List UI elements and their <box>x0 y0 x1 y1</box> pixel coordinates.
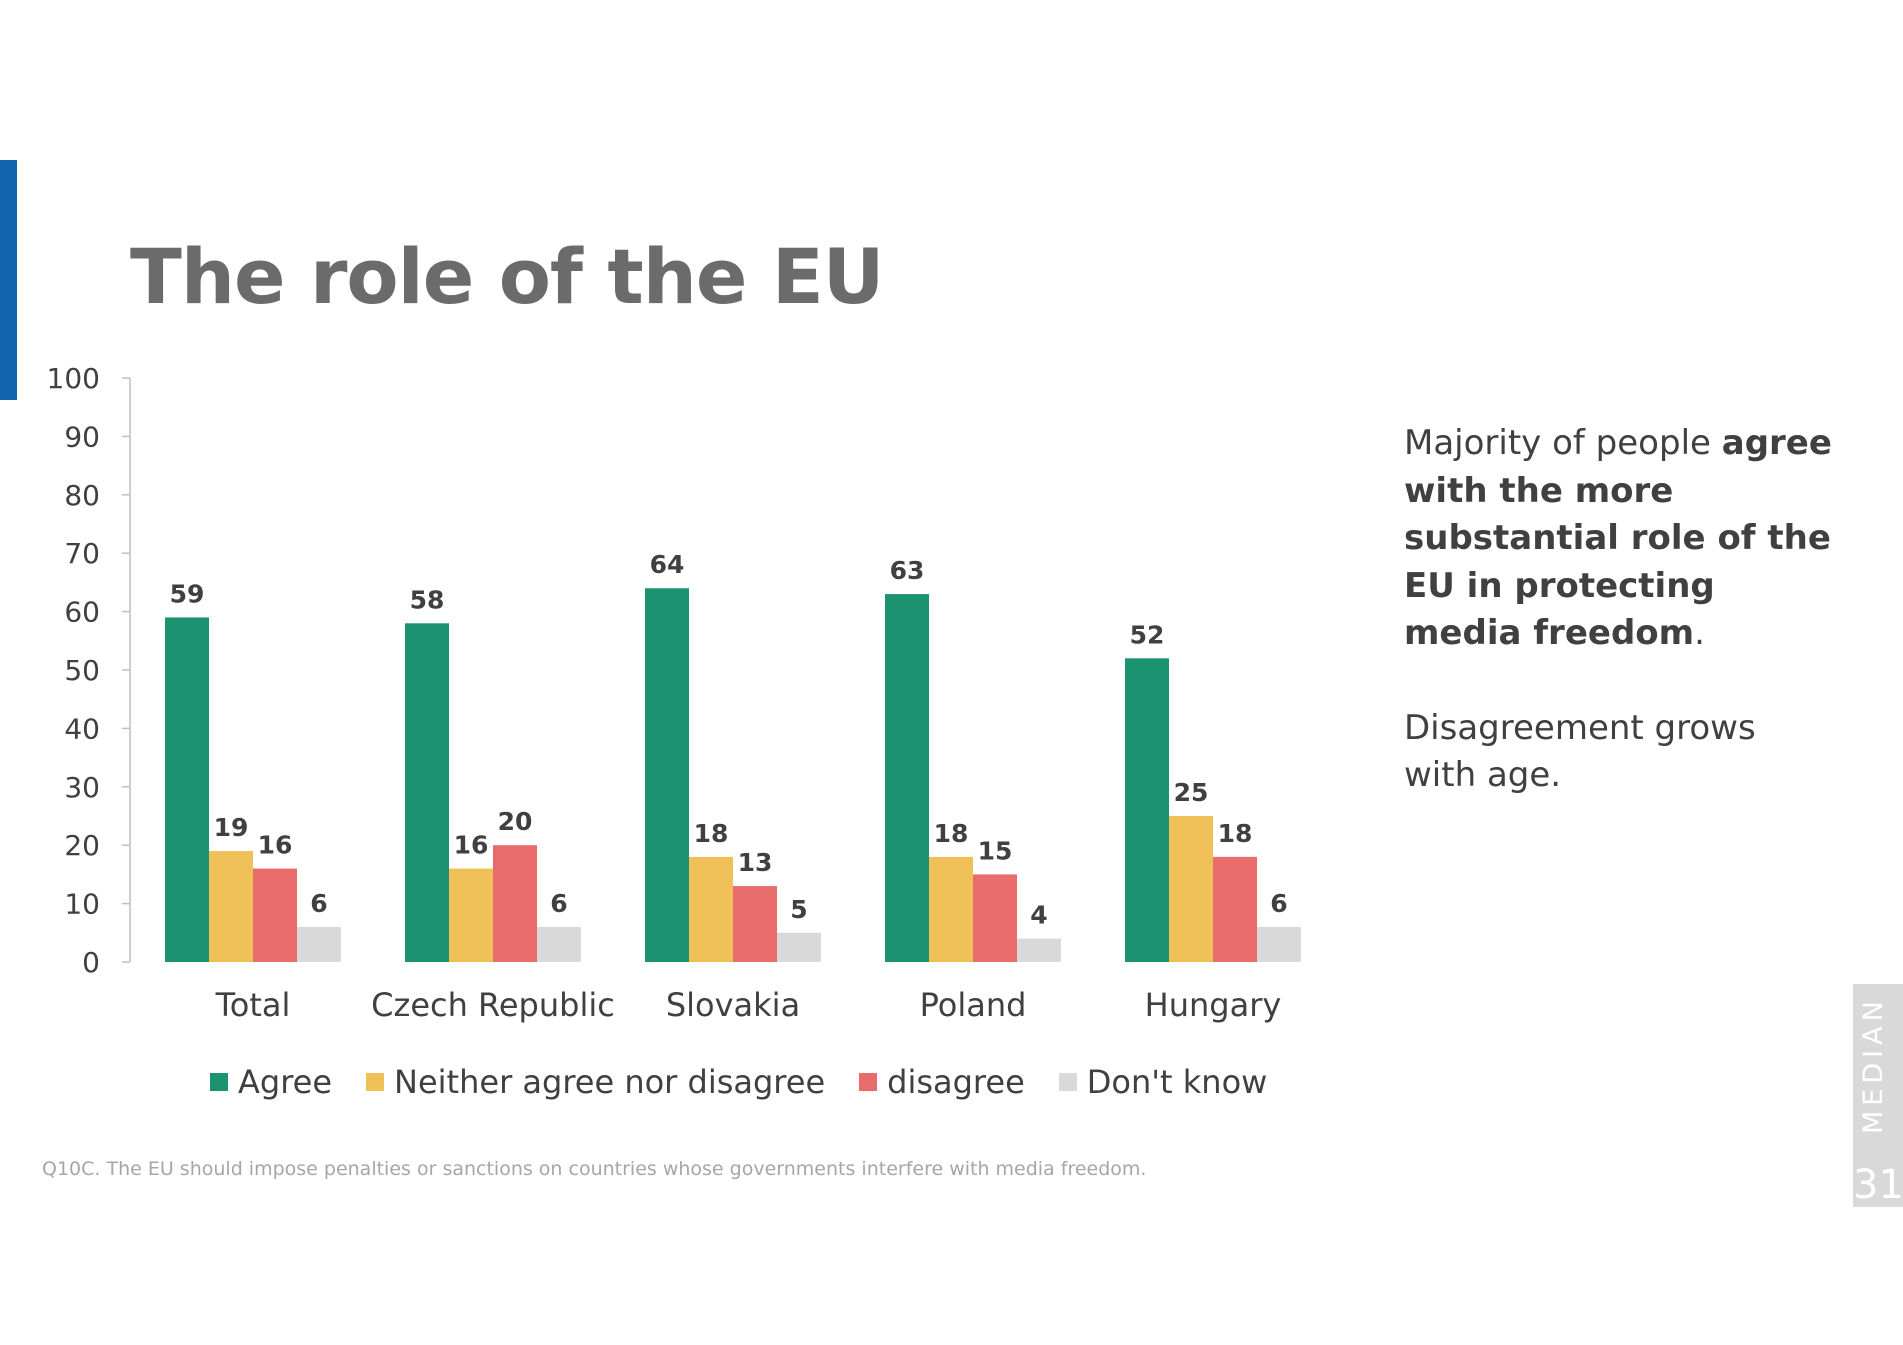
y-tick-label: 80 <box>64 479 100 512</box>
bar-neither <box>689 856 733 962</box>
data-label: 52 <box>1130 620 1165 649</box>
legend-label-disagree: disagree <box>887 1063 1025 1101</box>
data-label: 19 <box>214 813 249 842</box>
legend-swatch-disagree <box>859 1073 878 1091</box>
brand-box <box>1853 984 1903 1207</box>
data-label: 4 <box>1030 901 1047 930</box>
bar-dont-know <box>777 932 821 962</box>
bar-disagree <box>733 886 777 962</box>
legend-item-neither: Neither agree nor disagree <box>366 1063 825 1101</box>
bar-disagree <box>493 845 537 962</box>
legend-label-dont-know: Don't know <box>1086 1063 1268 1101</box>
legend-label-agree: Agree <box>238 1063 333 1101</box>
data-label: 16 <box>454 831 489 860</box>
category-label: Hungary <box>1145 986 1282 1024</box>
data-label: 5 <box>790 895 807 924</box>
y-tick-label: 60 <box>64 596 100 629</box>
data-label: 6 <box>1270 889 1287 918</box>
chart-legend: Agree Neither agree nor disagree disagre… <box>210 1063 1301 1101</box>
y-tick-label: 100 <box>47 362 100 395</box>
data-label: 13 <box>738 848 773 877</box>
bar-neither <box>1169 816 1213 962</box>
bar-dont-know <box>297 926 341 962</box>
bar-neither <box>929 856 973 962</box>
bar-neither <box>449 868 493 962</box>
data-label: 15 <box>978 836 1013 865</box>
bar-neither <box>209 851 253 962</box>
y-tick-label: 70 <box>64 537 100 570</box>
category-label: Slovakia <box>666 986 800 1024</box>
y-tick-label: 20 <box>64 829 100 862</box>
bar-agree <box>645 588 689 962</box>
bar-dont-know <box>1017 938 1061 962</box>
data-label: 6 <box>550 889 567 918</box>
side-note-period: . <box>1694 613 1705 653</box>
y-tick-label: 50 <box>64 654 100 687</box>
legend-item-dont-know: Don't know <box>1058 1063 1268 1101</box>
bar-agree <box>885 594 929 962</box>
data-label: 64 <box>650 550 685 579</box>
side-note-emphasis: agree with the more substantial role of … <box>1404 423 1832 653</box>
bar-disagree <box>1213 856 1257 962</box>
category-label: Poland <box>920 986 1027 1024</box>
side-note-intro: Majority of people <box>1404 423 1722 463</box>
page-number: 31 <box>1853 1162 1903 1208</box>
brand-logo: MEDIAN <box>1858 996 1889 1134</box>
bar-disagree <box>973 874 1017 962</box>
legend-item-disagree: disagree <box>859 1063 1025 1101</box>
legend-swatch-agree <box>210 1073 228 1091</box>
bar-dont-know <box>1257 926 1301 962</box>
data-label: 25 <box>1174 778 1209 807</box>
y-tick-label: 40 <box>64 712 100 745</box>
data-label: 20 <box>498 807 533 836</box>
legend-label-neither: Neither agree nor disagree <box>394 1063 826 1101</box>
y-tick-label: 90 <box>64 420 100 453</box>
data-label: 63 <box>890 556 925 585</box>
side-note: Majority of people agree with the more s… <box>1404 420 1834 800</box>
data-label: 59 <box>170 579 205 608</box>
category-label: Total <box>215 986 291 1024</box>
y-tick-label: 10 <box>64 888 100 921</box>
bar-dont-know <box>537 926 581 962</box>
legend-swatch-neither <box>366 1073 385 1091</box>
data-label: 58 <box>410 585 445 614</box>
data-label: 18 <box>934 819 969 848</box>
bar-agree <box>1125 658 1169 962</box>
slide-title: The role of the EU <box>130 232 885 321</box>
bar-agree <box>165 617 209 962</box>
y-tick-label: 30 <box>64 771 100 804</box>
category-label: Czech Republic <box>371 986 615 1024</box>
bar-chart: 0 10 20 30 40 50 60 70 80 90 100 59 19 16 6 Total 58 16 20… <box>47 362 1301 1024</box>
data-label: 18 <box>1218 819 1253 848</box>
side-note-paragraph-1: Majority of people agree with the more s… <box>1404 420 1834 658</box>
data-label: 16 <box>258 831 293 860</box>
bar-disagree <box>253 868 297 962</box>
data-label: 6 <box>310 889 327 918</box>
legend-item-agree: Agree <box>210 1063 332 1101</box>
side-note-paragraph-2: Disagreement grows with age. <box>1404 707 1756 796</box>
y-tick-label: 0 <box>82 946 100 979</box>
data-label: 18 <box>694 819 729 848</box>
bar-agree <box>405 623 449 962</box>
legend-swatch-dont-know <box>1058 1073 1077 1091</box>
footnote: Q10C. The EU should impose penalties or … <box>42 1158 1147 1180</box>
accent-bar <box>0 160 17 400</box>
